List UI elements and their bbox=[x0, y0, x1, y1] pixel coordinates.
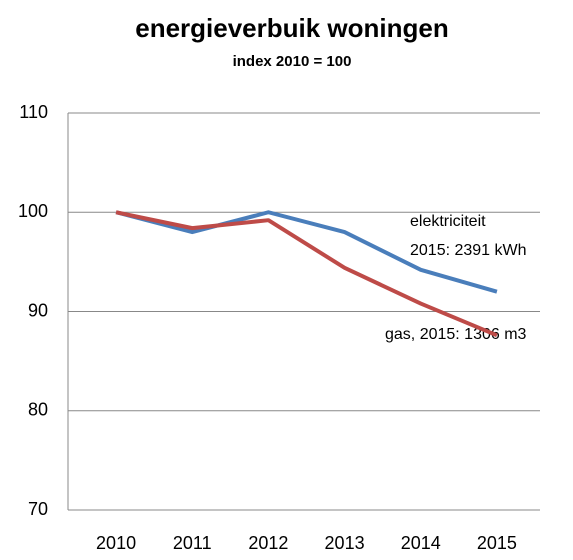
annotation: 2015: 2391 kWh bbox=[410, 242, 527, 259]
x-tick-label: 2015 bbox=[477, 533, 517, 553]
y-tick-label: 80 bbox=[28, 400, 48, 420]
annotation: gas, 2015: 1306 m3 bbox=[385, 326, 527, 343]
x-tick-label: 2014 bbox=[401, 533, 441, 553]
chart-subtitle: index 2010 = 100 bbox=[233, 53, 352, 70]
y-tick-label: 90 bbox=[28, 300, 48, 320]
y-tick-label: 100 bbox=[18, 201, 48, 221]
series-line bbox=[115, 210, 498, 294]
chart-title: energieverbuik woningen bbox=[135, 13, 449, 43]
annotation: elektriciteit bbox=[410, 213, 486, 230]
x-tick-label: 2010 bbox=[96, 533, 136, 553]
x-tick-label: 2012 bbox=[248, 533, 288, 553]
series-line bbox=[115, 210, 498, 338]
x-tick-label: 2013 bbox=[325, 533, 365, 553]
y-tick-label: 70 bbox=[28, 499, 48, 519]
y-tick-label: 110 bbox=[19, 102, 48, 122]
x-tick-label: 2011 bbox=[173, 533, 212, 553]
